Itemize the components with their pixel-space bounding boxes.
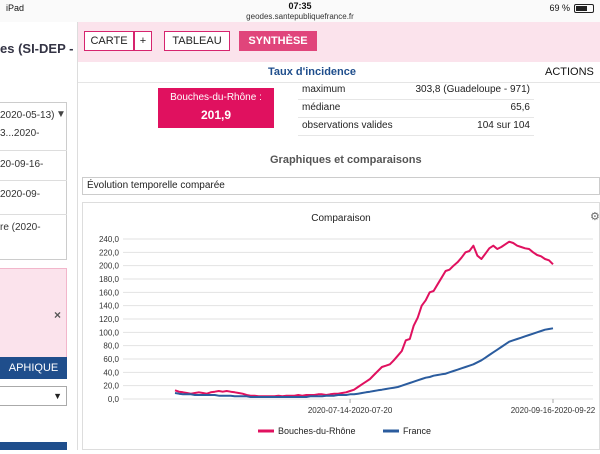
line-chart: Comparaison 240,0 220,0 200,0 180,0 160,0 140,… [99,213,596,436]
date-item[interactable]: 2020-09- [0,189,41,200]
divider [0,150,67,151]
dropdown-arrow-icon[interactable]: ▼ [56,109,66,120]
chart-container: Comparaison 240,0 220,0 200,0 180,0 160,0 140,… [82,202,600,450]
y-tick-label: 180,0 [99,275,120,284]
view-toolbar: CARTE + TABLEAU SYNTHÈSE [78,22,600,62]
stat-label: médiane [302,102,341,113]
small-select[interactable]: ▼ [0,386,67,406]
date-item[interactable]: 3...2020- [0,128,40,139]
synthese-button[interactable]: SYNTHÈSE [239,31,317,51]
battery-fill [576,5,588,11]
close-icon[interactable]: × [54,308,62,322]
date-item[interactable]: 20-09-16- [0,159,44,170]
y-tick-label: 0,0 [108,395,120,404]
url-text[interactable]: geodes.santepubliquefrance.fr [246,12,354,21]
department-value: 201,9 [200,108,232,122]
date-list[interactable] [0,102,67,260]
stat-row: maximum 303,8 (Guadeloupe - 971) [298,82,534,100]
y-tick-label: 160,0 [99,288,120,297]
y-tick-label: 120,0 [99,315,120,324]
graphs-section-title: Graphiques et comparaisons [270,154,422,166]
y-tick-label: 100,0 [99,328,120,337]
y-tick-label: 200,0 [99,262,120,271]
stat-label: observations valides [302,120,393,131]
bottom-bar [0,442,67,450]
left-panel: es (SI-DEP - 2020-05-13) ▼ 3...2020- 20-… [0,22,78,450]
y-tick-label: 60,0 [103,355,119,364]
gear-icon[interactable]: ⚙ [590,211,600,223]
department-value-card: Bouches-du-Rhône : 201,9 [158,88,274,128]
stat-value: 65,6 [510,102,530,113]
date-item[interactable]: re (2020- [0,222,41,233]
battery-percent: 69 % [549,3,570,13]
carte-button[interactable]: CARTE [84,31,134,51]
y-tick-label: 140,0 [99,302,120,311]
legend-label: Bouches-du-Rhône [278,426,356,436]
battery-icon [574,3,594,13]
stat-label: maximum [302,84,346,95]
department-name: Bouches-du-Rhône : [170,92,262,103]
graphique-button[interactable]: APHIQUE [0,357,67,379]
add-button[interactable]: + [134,31,152,51]
divider [78,82,600,83]
section-title: Taux d'incidence [268,66,356,78]
chevron-down-icon: ▼ [53,391,62,401]
x-tick-label: 2020-07-14-2020-07-20 [308,406,393,415]
stat-value: 303,8 (Guadeloupe - 971) [415,84,530,95]
y-tick-label: 40,0 [103,368,119,377]
x-tick-label: 2020-09-16-2020-09-22 [511,406,596,415]
y-tick-label: 20,0 [103,382,119,391]
status-bar: iPad 07:35 geodes.santepubliquefrance.fr… [0,0,600,22]
stat-row: médiane 65,6 [298,100,534,118]
main-content: Taux d'incidence ACTIONS Bouches-du-Rhôn… [78,62,600,450]
date-item[interactable]: 2020-05-13) [0,110,55,121]
battery-indicator: 69 % [549,3,594,13]
series-line [174,327,554,398]
stat-row: observations valides 104 sur 104 [298,118,534,136]
chart-title: Comparaison [311,213,370,224]
tableau-button[interactable]: TABLEAU [164,31,230,51]
device-label: iPad [6,3,25,13]
y-tick-label: 240,0 [99,235,120,244]
actions-menu[interactable]: ACTIONS [545,66,594,78]
alert-box [0,268,67,362]
y-tick-label: 80,0 [103,342,119,351]
y-tick-label: 220,0 [99,248,120,257]
divider [0,180,67,181]
legend-label: France [403,426,431,436]
clock: 07:35 [288,1,312,11]
series-line [174,240,554,398]
evolution-select[interactable]: Évolution temporelle comparée [82,177,600,195]
divider [0,214,67,215]
stat-value: 104 sur 104 [477,120,530,131]
indicator-title: es (SI-DEP - [0,41,74,56]
